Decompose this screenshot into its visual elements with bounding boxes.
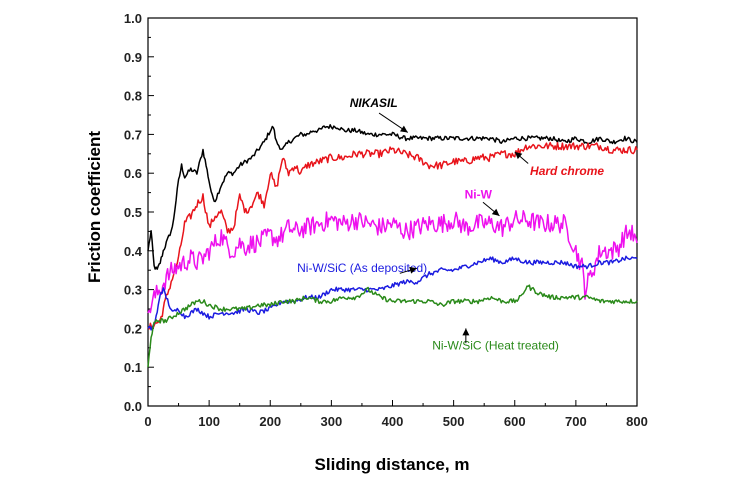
series-lines	[147, 124, 638, 368]
series-line-ni-w-sic-as-deposited	[147, 255, 638, 331]
y-tick-label: 0.1	[124, 360, 142, 375]
x-tick-label: 300	[321, 414, 343, 429]
x-axis-title: Sliding distance, m	[315, 455, 470, 474]
x-tick-label: 800	[626, 414, 648, 429]
y-tick-label: 0.9	[124, 50, 142, 65]
y-axis-title: Friction coefficient	[85, 131, 104, 283]
axes: 0 100 200 300 400 500 600 700 800 0.0 0.1 0.2 0.3 0.4…	[124, 11, 648, 429]
y-tick-label: 0.7	[124, 127, 142, 142]
series-line-hard-chrome	[147, 141, 638, 330]
y-tick-label: 0.3	[124, 283, 142, 298]
y-tick-label: 0.6	[124, 166, 142, 181]
series-line-ni-w	[147, 210, 638, 314]
y-tick-label: 0.0	[124, 399, 142, 414]
series-line-nikasil	[147, 124, 638, 270]
x-tick-label: 400	[382, 414, 404, 429]
annotation-arrowhead-ni-w-sic-heat-treated	[462, 328, 470, 336]
annotation-arrowhead-ni-w-sic-as-deposited	[409, 266, 417, 274]
series-annotations: NIKASIL Hard chrome Ni-W Ni-W/SiC (As depos…	[297, 96, 604, 353]
x-tick-label: 700	[565, 414, 587, 429]
x-tick-label: 0	[144, 414, 151, 429]
annotation-arrowhead-nikasil	[400, 125, 408, 133]
annotation-arrowhead-hard-chrome	[514, 151, 523, 160]
x-tick-label: 600	[504, 414, 526, 429]
series-label-hard-chrome: Hard chrome	[530, 164, 604, 178]
series-label-ni-w: Ni-W	[465, 187, 493, 201]
series-label-nikasil: NIKASIL	[350, 96, 398, 110]
x-tick-label: 100	[198, 414, 220, 429]
series-line-ni-w-sic-heat-treated	[147, 284, 638, 368]
y-tick-label: 1.0	[124, 11, 142, 26]
series-label-ni-w-sic-heat-treated: Ni-W/SiC (Heat treated)	[432, 339, 559, 353]
annotation-arrowhead-ni-w	[491, 208, 500, 216]
series-label-ni-w-sic-as-deposited: Ni-W/SiC (As deposited)	[297, 261, 427, 275]
y-tick-label: 0.8	[124, 89, 142, 104]
x-tick-label: 200	[259, 414, 281, 429]
y-tick-label: 0.2	[124, 321, 142, 336]
y-tick-label: 0.5	[124, 205, 142, 220]
y-tick-label: 0.4	[124, 244, 143, 259]
x-tick-label: 500	[443, 414, 465, 429]
